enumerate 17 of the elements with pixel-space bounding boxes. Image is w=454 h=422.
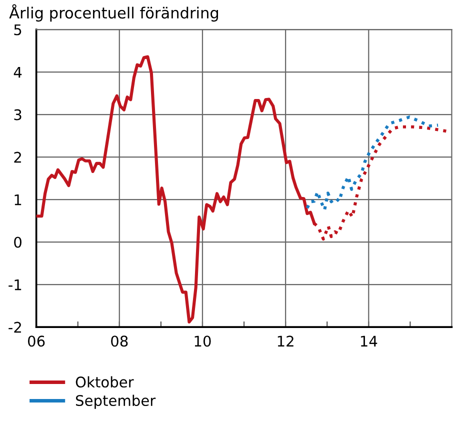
y-tick-label: -2 (8, 322, 21, 333)
x-tick-label: 12 (278, 336, 294, 346)
x-tick-label: 06 (28, 336, 45, 347)
x-tick-label: 10 (194, 336, 211, 347)
x-tick-label: 14 (360, 336, 378, 346)
line-series (306, 116, 440, 212)
legend-label: September (76, 394, 156, 409)
legend-label: Oktober (76, 376, 134, 388)
y-tick-label: 3 (14, 109, 22, 120)
x-tick-label: 08 (111, 336, 128, 347)
y-tick-label: 2 (14, 152, 21, 163)
chart-title: Årlig procentuell förändring (9, 4, 218, 22)
y-tick-label: 1 (14, 194, 22, 206)
y-tick-label: 0 (14, 236, 22, 248)
y-tick-label: -1 (8, 279, 22, 290)
y-tick-label: 5 (14, 24, 22, 36)
y-tick-label: 4 (14, 66, 22, 78)
